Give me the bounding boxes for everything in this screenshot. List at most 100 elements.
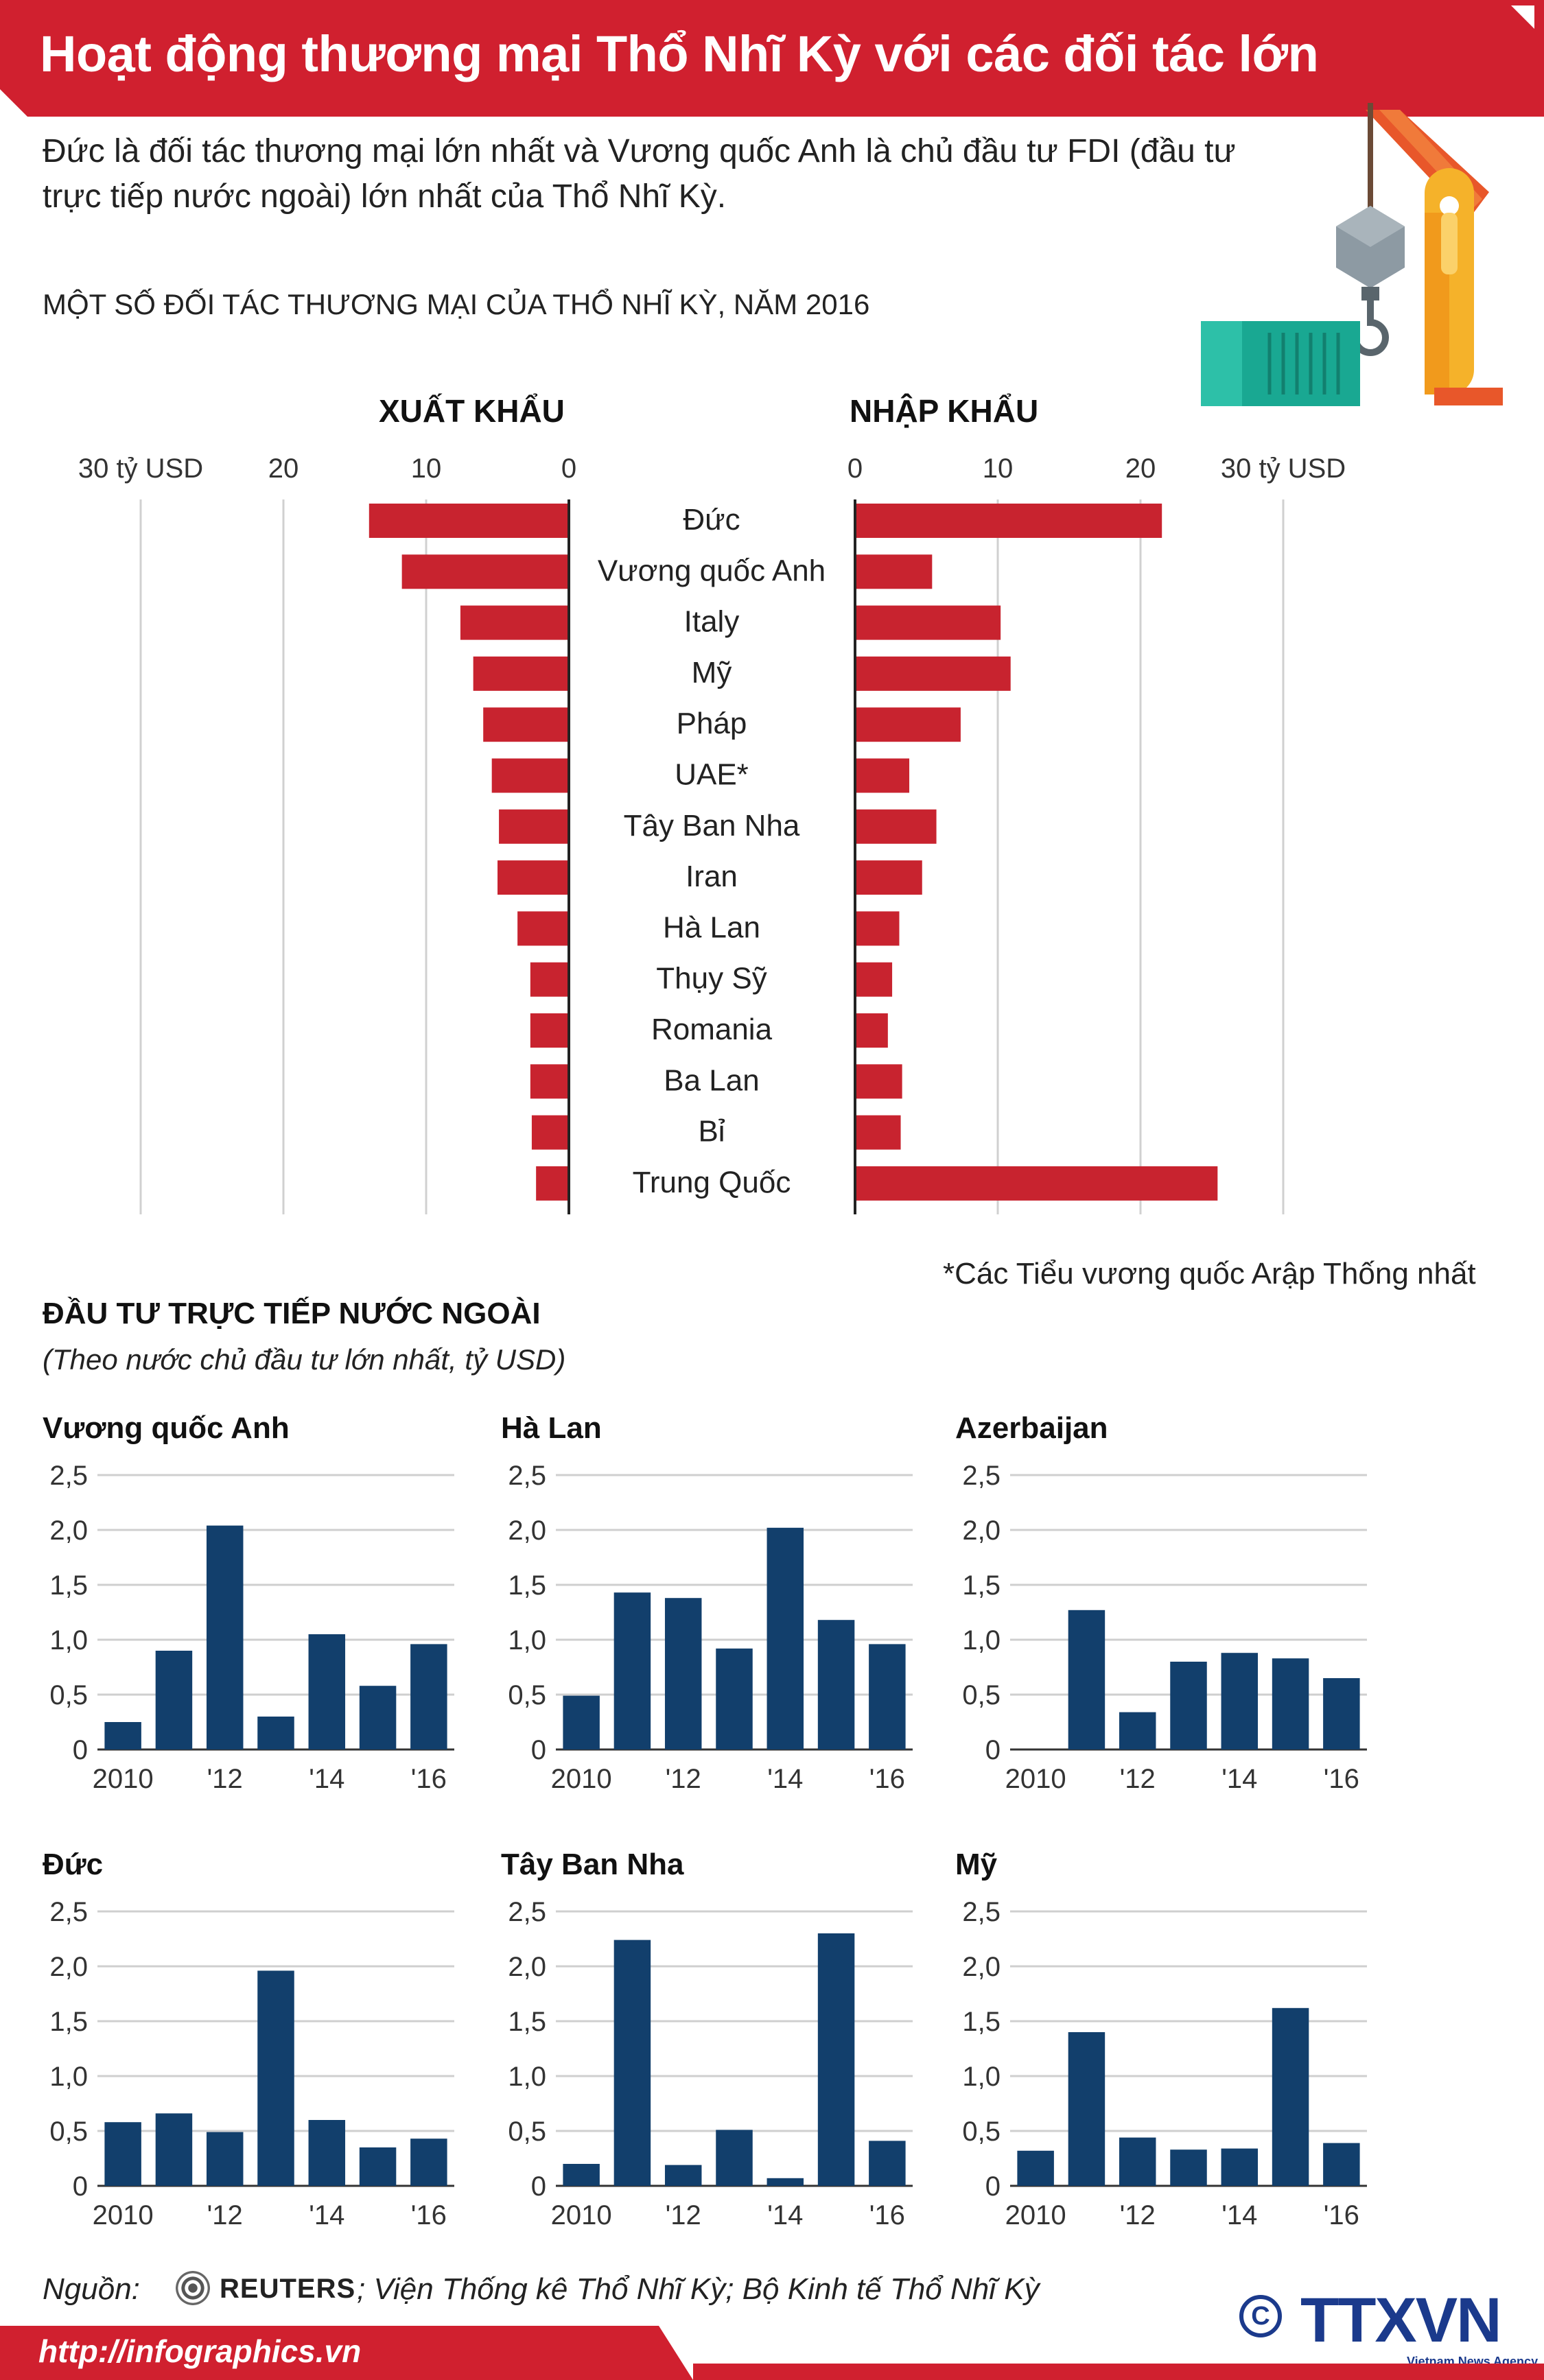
export-tick-label: 0: [561, 453, 576, 484]
fdi-xtick-label: '12: [207, 1764, 243, 1794]
fdi-bar: [1221, 1653, 1259, 1749]
fdi-bar: [1272, 1658, 1309, 1749]
import-bar: [855, 809, 937, 844]
fdi-xtick-label: 2010: [1005, 1764, 1066, 1794]
lead-text: Đức là đối tác thương mại lớn nhất và Vư…: [43, 133, 1236, 215]
fdi-xtick-label: '16: [411, 1764, 447, 1794]
import-bar: [855, 1064, 902, 1099]
import-bar: [855, 962, 893, 997]
fdi-ytick-label: 0,5: [49, 2117, 88, 2147]
fdi-ytick-label: 2,0: [962, 1952, 1001, 1982]
fdi-panel-title: Đức: [43, 1848, 103, 1881]
crane-illustration-icon: [1201, 103, 1503, 406]
fdi-ytick-label: 2,5: [508, 1897, 546, 1927]
fdi-bar: [664, 1598, 702, 1749]
fdi-bar: [410, 1644, 447, 1749]
fdi-bar: [1068, 1610, 1106, 1749]
export-bar: [499, 809, 569, 844]
partner-label: Mỹ: [692, 656, 732, 690]
fdi-xtick-label: '16: [1324, 2200, 1359, 2230]
export-bar: [401, 554, 569, 589]
fdi-panel-title: Hà Lan: [501, 1411, 602, 1445]
fdi-panel-title: Azerbaijan: [955, 1411, 1108, 1445]
fdi-bar: [410, 2139, 447, 2186]
fdi-bar: [1323, 2143, 1360, 2186]
url-banner: [0, 2326, 693, 2380]
fdi-ytick-label: 0: [531, 1735, 546, 1765]
corner-fold: [1511, 5, 1534, 29]
fdi-ytick-label: 1,0: [962, 1625, 1001, 1656]
source-label: Nguồn:: [43, 2272, 140, 2306]
fdi-ytick-label: 1,0: [508, 1625, 546, 1656]
partner-label: Vương quốc Anh: [598, 554, 826, 587]
fdi-xtick-label: '16: [869, 2200, 905, 2230]
export-bar: [530, 1013, 569, 1048]
reuters-wordmark: REUTERS: [220, 2274, 356, 2304]
fdi-bar: [1323, 1678, 1360, 1749]
import-bar: [855, 605, 1001, 640]
fdi-bar: [257, 1717, 294, 1749]
fdi-ytick-label: 1,0: [49, 1625, 88, 1656]
fdi-bar: [817, 1933, 855, 2186]
fdi-bar: [155, 2113, 193, 2186]
export-bar: [536, 1166, 569, 1201]
export-tick-label: 20: [268, 453, 299, 484]
partner-label: Romania: [651, 1013, 773, 1046]
fdi-xtick-label: '14: [767, 2200, 803, 2230]
fdi-bar: [1170, 2149, 1207, 2186]
fdi-panel-title: Tây Ban Nha: [501, 1848, 684, 1881]
fdi-bar: [767, 1527, 804, 1749]
fdi-ytick-label: 0,5: [508, 2117, 546, 2147]
fdi-xtick-label: '14: [309, 1764, 344, 1794]
fdi-bar: [104, 2122, 141, 2186]
fdi-ytick-label: 2,5: [49, 1897, 88, 1927]
fdi-bar: [1119, 2137, 1156, 2186]
fdi-xtick-label: '12: [666, 1764, 701, 1794]
fdi-ytick-label: 0,5: [508, 1680, 546, 1710]
import-bar: [855, 554, 933, 589]
import-bar: [855, 860, 922, 895]
export-bar: [517, 911, 569, 946]
export-heading: XUẤT KHẨU: [379, 393, 565, 429]
fdi-bar: [359, 1686, 397, 1749]
fdi-ytick-label: 2,5: [508, 1461, 546, 1491]
fdi-ytick-label: 0,5: [49, 1680, 88, 1710]
fdi-ytick-label: 1,5: [962, 2007, 1001, 2037]
trade-subtitle: MỘT SỐ ĐỐI TÁC THƯƠNG MẠI CỦA THỔ NHĨ KỲ…: [43, 288, 870, 320]
fdi-ytick-label: 2,5: [962, 1461, 1001, 1491]
export-bar: [498, 860, 569, 895]
fdi-bar: [308, 2120, 346, 2186]
fdi-ytick-label: 2,0: [508, 1516, 546, 1546]
fdi-xtick-label: 2010: [93, 1764, 154, 1794]
fdi-xtick-label: '16: [869, 1764, 905, 1794]
source-url[interactable]: http://infographics.vn: [38, 2333, 362, 2369]
fdi-xtick-label: '16: [411, 2200, 447, 2230]
fdi-ytick-label: 0: [73, 1735, 88, 1765]
fdi-xtick-label: 2010: [93, 2200, 154, 2230]
fdi-xtick-label: '14: [309, 2200, 344, 2230]
partner-label: UAE*: [675, 758, 749, 792]
fdi-ytick-label: 1,0: [508, 2062, 546, 2092]
fdi-ytick-label: 0: [531, 2171, 546, 2202]
partner-label: Ba Lan: [664, 1063, 759, 1097]
source-text: ; Viện Thống kê Thổ Nhĩ Kỳ; Bộ Kinh tế T…: [357, 2272, 1040, 2306]
export-bar: [531, 1115, 569, 1150]
fdi-xtick-label: '14: [1221, 2200, 1257, 2230]
fdi-xtick-label: '12: [1120, 2200, 1156, 2230]
import-bar: [855, 758, 910, 793]
agency-logo: TTXVN: [1300, 2285, 1502, 2355]
export-tick-label: 30 tỷ USD: [78, 453, 203, 484]
import-tick-label: 0: [847, 453, 863, 484]
fdi-bar: [869, 1644, 906, 1749]
fdi-bar: [308, 1634, 346, 1749]
fdi-ytick-label: 1,5: [508, 2007, 546, 2037]
fdi-panel-title: Vương quốc Anh: [43, 1411, 290, 1445]
fdi-ytick-label: 1,0: [962, 2062, 1001, 2092]
import-bar: [855, 1115, 901, 1150]
import-bar: [855, 1013, 888, 1048]
partner-label: Thụy Sỹ: [656, 962, 767, 995]
fdi-bar: [1119, 1712, 1156, 1749]
fdi-ytick-label: 0: [985, 2171, 1001, 2202]
fdi-panel: Tây Ban Nha 0 0,5 1,0 1,5 2,0 2,5 2010 '12 '14 '16: [501, 1848, 913, 2230]
reuters-logo-icon: [176, 2271, 210, 2305]
